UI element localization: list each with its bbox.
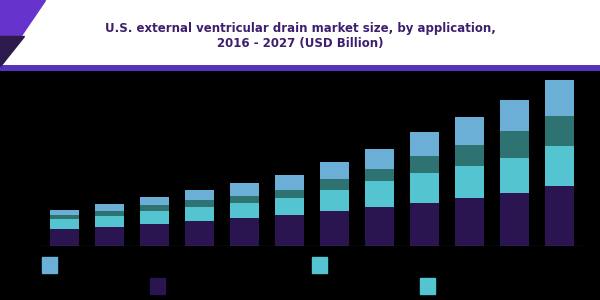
Bar	[140, 196, 169, 205]
Bar	[365, 207, 394, 246]
Bar	[455, 198, 484, 246]
Bar	[320, 190, 349, 211]
Bar	[545, 116, 574, 146]
Bar	[50, 229, 79, 246]
Bar	[365, 169, 394, 182]
Bar	[500, 193, 529, 246]
Bar	[500, 158, 529, 193]
Bar	[50, 215, 79, 219]
Bar	[275, 215, 304, 246]
Bar	[185, 190, 214, 200]
Bar	[275, 190, 304, 198]
Bar	[140, 205, 169, 211]
Bar	[230, 183, 259, 196]
Bar	[545, 186, 574, 246]
Bar	[410, 156, 439, 173]
Bar	[320, 179, 349, 190]
Bar	[230, 196, 259, 203]
Bar	[275, 175, 304, 190]
Bar	[320, 162, 349, 179]
Bar	[185, 207, 214, 221]
Bar	[140, 224, 169, 246]
Bar	[545, 146, 574, 186]
Bar	[230, 218, 259, 246]
Bar	[410, 132, 439, 156]
Bar	[545, 80, 574, 116]
Bar	[50, 209, 79, 215]
Bar	[95, 227, 124, 246]
Bar	[365, 148, 394, 169]
Text: U.S. external ventricular drain market size, by application,
2016 - 2027 (USD Bi: U.S. external ventricular drain market s…	[104, 22, 496, 50]
Bar	[185, 200, 214, 207]
Bar	[500, 100, 529, 131]
Bar	[50, 219, 79, 229]
Bar	[500, 131, 529, 158]
Bar	[455, 145, 484, 166]
Bar	[410, 173, 439, 203]
Bar	[365, 182, 394, 207]
Bar	[185, 221, 214, 246]
Bar	[455, 166, 484, 198]
Bar	[95, 204, 124, 211]
Bar	[275, 198, 304, 215]
Bar	[140, 211, 169, 224]
Bar	[230, 203, 259, 218]
Bar	[95, 216, 124, 227]
Bar	[95, 211, 124, 216]
Bar	[455, 117, 484, 145]
Bar	[320, 211, 349, 246]
Bar	[410, 202, 439, 246]
